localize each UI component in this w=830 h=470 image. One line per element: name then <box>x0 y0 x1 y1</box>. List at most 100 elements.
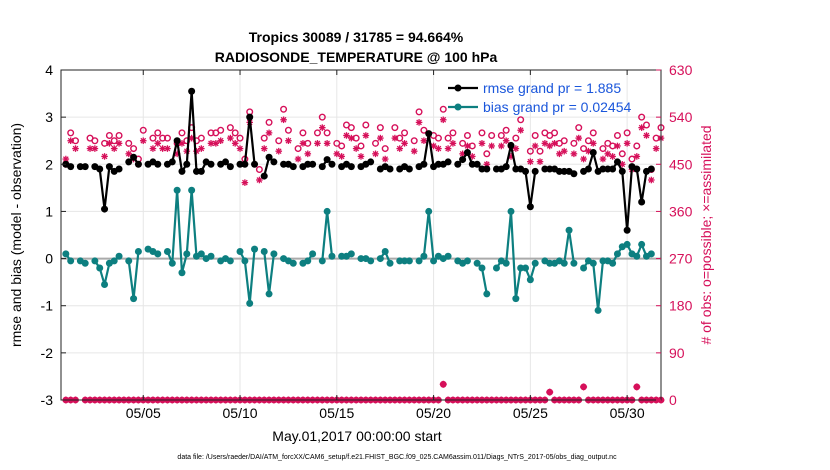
rmse-point <box>522 167 530 175</box>
obs-possible-point <box>217 126 225 134</box>
rmse-point <box>502 163 510 171</box>
obs-assimilated-point <box>536 158 544 165</box>
obs-possible-point <box>618 150 626 158</box>
obs-possible-point <box>323 129 331 137</box>
obs-assimilated-point <box>391 134 399 142</box>
obs-assimilated-series <box>62 116 665 186</box>
bias-point <box>570 259 578 267</box>
bias-point <box>405 257 413 265</box>
obs-possible-point <box>372 139 380 147</box>
y-tick-label: -3 <box>41 392 54 408</box>
obs-assimilated-point <box>217 137 224 145</box>
bias-point <box>623 240 631 248</box>
legend-bias-marker <box>454 103 462 111</box>
rmse-point <box>468 160 476 168</box>
rmse-point <box>434 160 442 168</box>
rmse-point <box>323 156 331 164</box>
obs-possible-point <box>362 121 370 129</box>
rmse-point <box>183 160 191 168</box>
obs-possible-point <box>159 134 167 142</box>
legend-bias-label: bias grand pr = 0.02454 <box>483 99 631 115</box>
rmse-point <box>526 203 534 211</box>
obs-assimilated-point <box>212 140 220 147</box>
rmse-point <box>473 160 481 168</box>
obs-assimilated-point <box>236 145 244 152</box>
bias-point <box>188 186 196 194</box>
rmse-point <box>633 165 641 173</box>
obs-assimilated-point <box>527 158 534 165</box>
obs-count-baseline-point <box>439 380 447 388</box>
rmse-point <box>134 160 142 168</box>
obs-assimilated-point <box>299 140 307 147</box>
obs-assimilated-point <box>531 142 539 150</box>
rmse-point <box>289 163 297 171</box>
bias-point <box>478 264 486 272</box>
obs-assimilated-point <box>420 137 428 145</box>
bias-point <box>492 264 500 272</box>
obs-possible-point <box>502 126 510 134</box>
rmse-point <box>192 167 200 175</box>
obs-possible-point <box>207 129 215 137</box>
bias-point <box>526 276 534 284</box>
obs-possible-point <box>299 129 307 137</box>
obs-assimilated-point <box>256 176 263 184</box>
rmse-point <box>425 130 433 138</box>
rmse-point <box>81 163 89 171</box>
obs-possible-point <box>391 124 399 132</box>
bias-point <box>633 252 641 260</box>
bias-point <box>386 259 394 267</box>
obs-possible-point <box>280 105 288 113</box>
obs-possible-point <box>483 150 491 158</box>
bias-point <box>560 259 568 267</box>
bias-point <box>517 264 525 272</box>
bias-point <box>81 259 89 267</box>
chart-title-line1: Tropics 30089 / 31785 = 94.664% <box>249 29 464 45</box>
bias-point <box>246 299 254 307</box>
bias-point <box>110 257 118 265</box>
obs-possible-point <box>531 131 539 139</box>
obs-assimilated-point <box>449 140 457 147</box>
obs-assimilated-point <box>464 142 471 150</box>
rmse-point <box>280 160 288 168</box>
x-tick-label: 05/25 <box>513 405 548 421</box>
obs-assimilated-point <box>362 132 370 139</box>
bias-point <box>580 264 588 272</box>
bias-point <box>115 252 123 260</box>
obs-assimilated-point <box>517 126 524 134</box>
y-right-tick-label: 540 <box>669 109 693 125</box>
bias-point <box>96 264 104 272</box>
rmse-point <box>459 156 467 164</box>
obs-assimilated-point <box>231 140 239 147</box>
obs-assimilated-point <box>86 145 94 152</box>
bias-point <box>226 257 234 265</box>
rmse-point <box>309 160 317 168</box>
obs-assimilated-point <box>265 129 273 137</box>
rmse-point <box>318 163 326 171</box>
obs-possible-point <box>570 139 578 147</box>
obs-possible-point <box>115 131 123 139</box>
obs-possible-point <box>231 129 239 137</box>
rmse-point <box>531 167 539 175</box>
obs-assimilated-point <box>556 150 563 158</box>
obs-assimilated-point <box>343 132 350 139</box>
bias-point <box>502 259 510 267</box>
rmse-line <box>166 90 212 173</box>
rmse-point <box>197 167 205 175</box>
obs-assimilated-point <box>483 160 491 168</box>
obs-possible-point <box>91 137 99 145</box>
bias-point <box>168 259 176 267</box>
obs-assimilated-point <box>575 134 583 142</box>
obs-possible-point <box>178 129 186 137</box>
bias-point <box>589 259 597 267</box>
rmse-point <box>560 167 568 175</box>
rmse-point <box>463 149 471 156</box>
obs-possible-point <box>536 147 544 155</box>
bias-point <box>309 250 317 258</box>
obs-possible-point <box>589 129 597 137</box>
rmse-series <box>62 87 655 234</box>
rmse-point <box>492 165 500 173</box>
bias-point <box>304 257 312 265</box>
y-tick-label: 4 <box>45 62 53 78</box>
y-tick-label: 0 <box>45 251 53 267</box>
bias-point <box>546 259 554 267</box>
